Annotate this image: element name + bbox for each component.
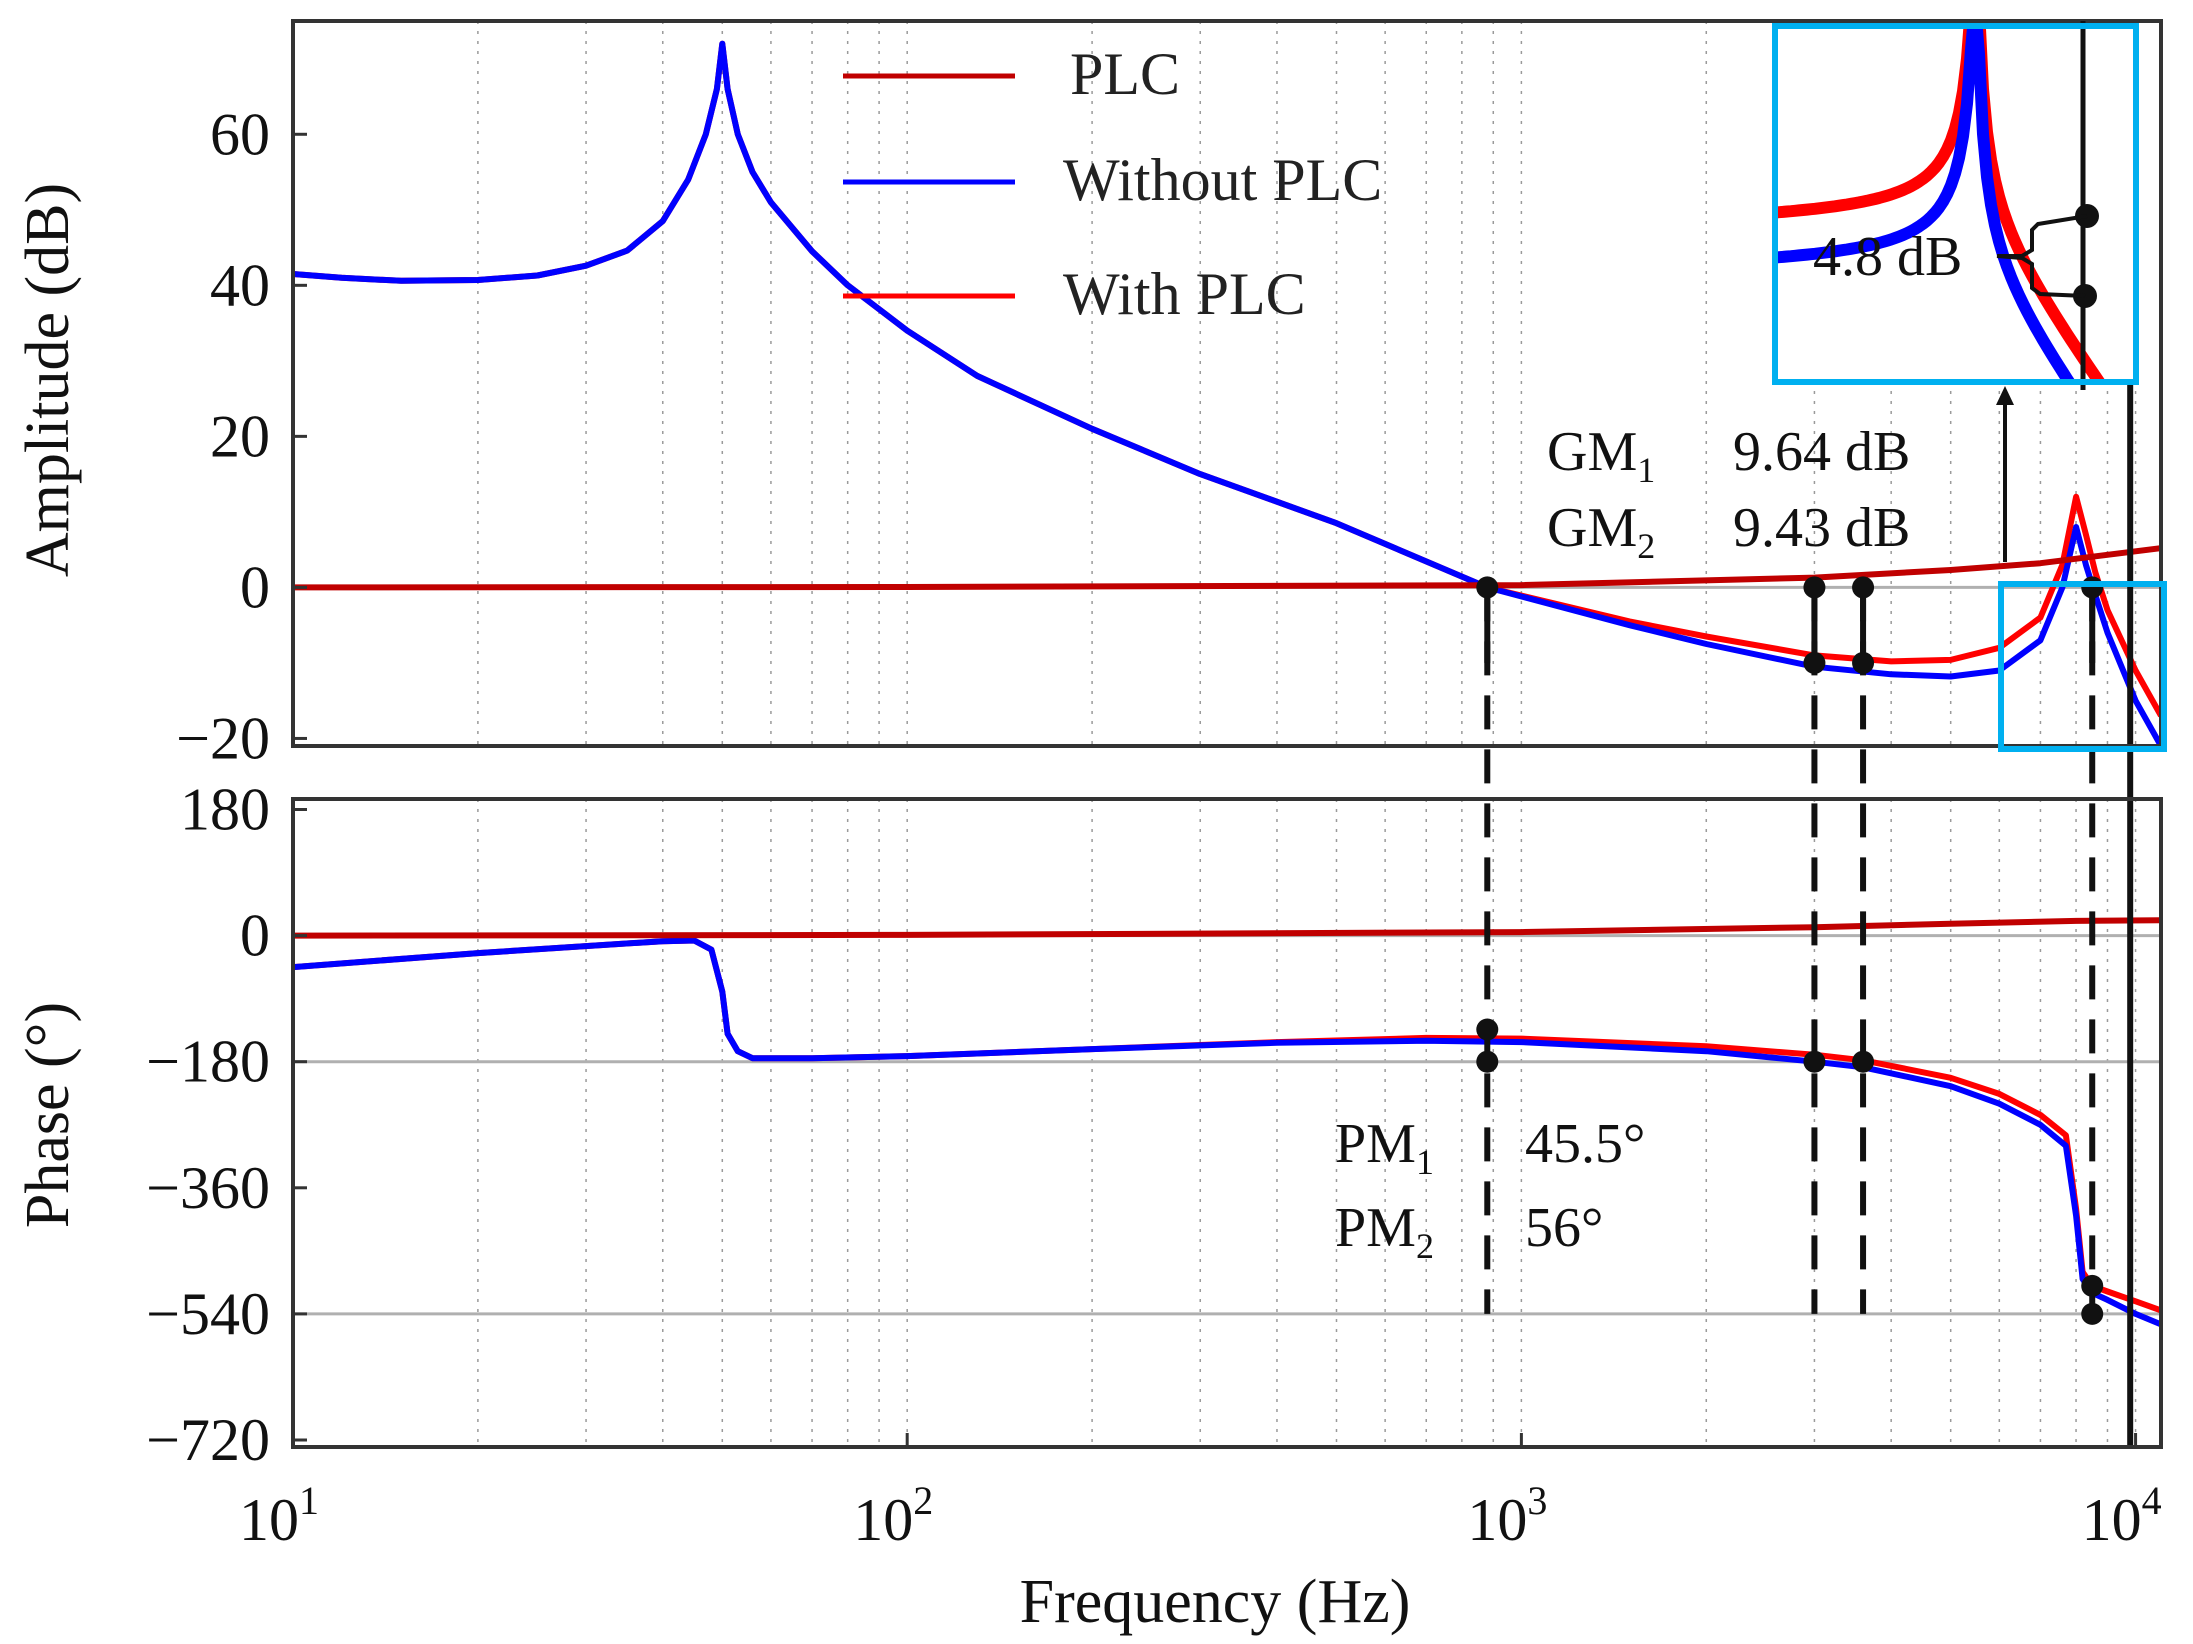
x-tick-exponent: 3 [1527, 1478, 1547, 1523]
pm2-value: 56° [1525, 1197, 1603, 1259]
phase-y-ticks: 180 0 −180 −360 −540 −720 [146, 777, 307, 1473]
amplitude-tick-label: 60 [210, 101, 270, 167]
amplitude-marker-dot [1852, 651, 1875, 674]
phase-tick-label: −180 [146, 1029, 270, 1095]
phase-tick-label: −720 [146, 1407, 270, 1473]
inset-brace [1996, 214, 2088, 298]
amplitude-tick-label: 0 [240, 554, 270, 620]
inset-curve-with-plc [1775, 26, 2107, 382]
phase-tick-label: −540 [146, 1281, 270, 1347]
x-tick-base: 10 [1467, 1487, 1527, 1553]
x-tick-exponent: 1 [299, 1478, 319, 1523]
phase-axes-frame [291, 797, 2163, 1449]
x-tick-exponent: 4 [2142, 1478, 2162, 1523]
inset-curves [1775, 26, 2107, 382]
amplitude-marker-dot [2081, 576, 2104, 599]
phase-curve-plc [293, 917, 2161, 939]
phase-marker-dot [1476, 1050, 1499, 1073]
amplitude-tick-label: 40 [210, 252, 270, 318]
phase-marker-dot [2081, 1302, 2104, 1325]
amplitude-y-ticks: 60 40 20 0 −20 [176, 101, 307, 771]
pm2-label: PM2 [1335, 1197, 1434, 1266]
gm1-base: GM [1547, 421, 1637, 483]
phase-reference-lines [293, 934, 2161, 1316]
phase-marker-dot [2081, 1274, 2104, 1297]
phase-marker-dot [1476, 1018, 1499, 1041]
phase-grid [477, 799, 2137, 1447]
amplitude-tick-label: −20 [176, 705, 270, 771]
phase-curve-with-plc [293, 937, 2161, 1314]
gm2-sub: 2 [1637, 526, 1655, 566]
x-axis-label: Frequency (Hz) [1020, 1568, 1411, 1636]
phase-y-label: Phase (°) [14, 1002, 82, 1228]
gm2-label: GM2 [1547, 497, 1655, 566]
amplitude-curve-without-plc [293, 40, 2161, 746]
amplitude-marker-dot [1803, 651, 1826, 674]
phase-tick-label: −360 [146, 1155, 270, 1221]
x-tick-label: 102 [853, 1478, 933, 1553]
gm1-label: GM1 [1547, 421, 1655, 490]
x-tick-base: 10 [2082, 1487, 2142, 1553]
zoom-arrow-head [1996, 386, 2014, 405]
gain-margin-annotations: GM1 9.64 dB GM2 9.43 dB [1547, 421, 1910, 566]
inset-curve-without-plc [1775, 26, 2077, 382]
legend-label-with-plc: With PLC [1063, 261, 1306, 327]
phase-margin-annotations: PM1 45.5° PM2 56° [1335, 1113, 1645, 1266]
inset-gap-label: 4.8 dB [1813, 226, 1962, 288]
x-tick-label: 104 [2082, 1478, 2162, 1553]
pm1-base: PM [1335, 1113, 1416, 1175]
x-tick-base: 10 [239, 1487, 299, 1553]
amplitude-marker-dot [1803, 576, 1826, 599]
zoom-source-box [1998, 581, 2167, 752]
amplitude-tick-label: 20 [210, 403, 270, 469]
amplitude-marker-dot [1476, 576, 1499, 599]
zoom-inset: 4.8 dB [1772, 21, 2167, 752]
gm1-value: 9.64 dB [1733, 421, 1910, 483]
pm1-sub: 1 [1416, 1142, 1434, 1182]
pm2-sub: 2 [1416, 1226, 1434, 1266]
pm1-label: PM1 [1335, 1113, 1434, 1182]
amplitude-y-label: Amplitude (dB) [14, 183, 82, 577]
inset-frame [1772, 23, 2139, 385]
phase-marker-dot [1852, 1050, 1875, 1073]
phase-tick-label: 180 [180, 777, 270, 843]
pm1-value: 45.5° [1525, 1113, 1645, 1175]
legend-label-without-plc: Without PLC [1063, 147, 1382, 213]
pm2-base: PM [1335, 1197, 1416, 1259]
gm2-base: GM [1547, 497, 1637, 559]
x-tick-label: 101 [239, 1478, 319, 1553]
x-ticks: 101 102 103 104 [239, 1433, 2162, 1553]
x-tick-exponent: 2 [913, 1478, 933, 1523]
legend: PLC Without PLC With PLC [843, 41, 1382, 327]
x-tick-base: 10 [853, 1487, 913, 1553]
phase-marker-dot [1803, 1050, 1826, 1073]
gm2-value: 9.43 dB [1733, 497, 1910, 559]
phase-curve-without-plc [293, 937, 2161, 1328]
amplitude-marker-dot [1852, 576, 1875, 599]
gm1-sub: 1 [1637, 450, 1655, 490]
phase-curves [293, 917, 2161, 1328]
legend-label-plc: PLC [1070, 41, 1180, 107]
phase-tick-label: 0 [240, 903, 270, 969]
x-tick-label: 103 [1467, 1478, 1547, 1553]
amplitude-axes-frame [291, 19, 2163, 748]
